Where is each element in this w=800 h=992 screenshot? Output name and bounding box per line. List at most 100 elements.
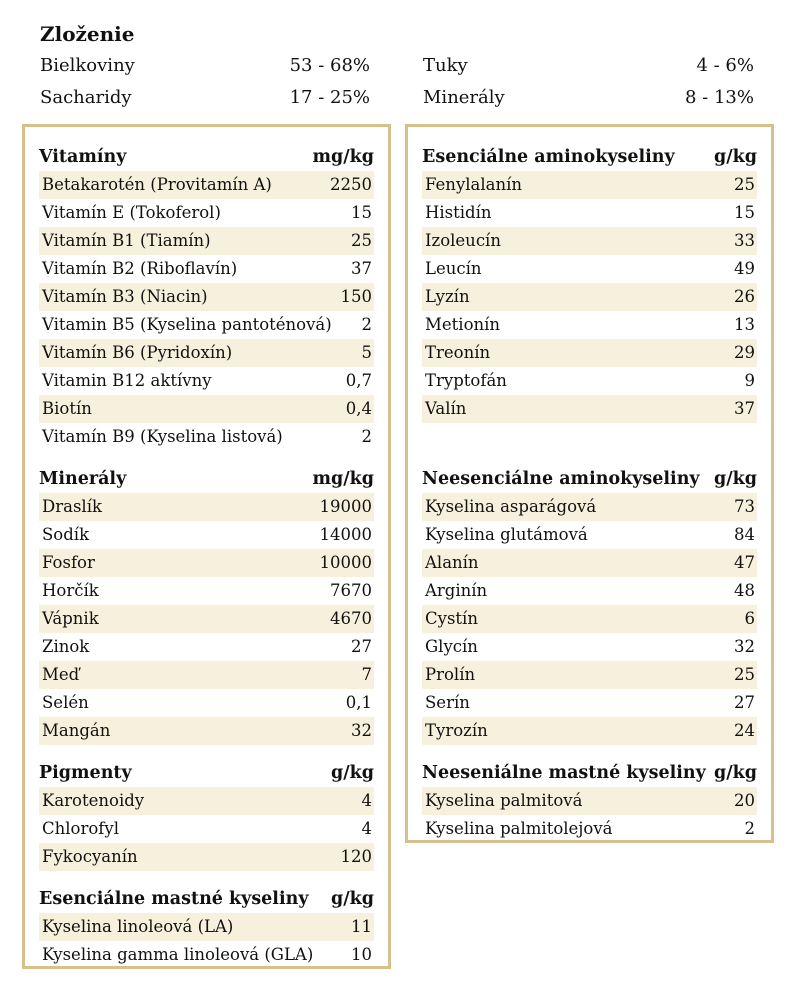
row-label: Tryptofán (425, 371, 507, 390)
table-row: Biotín 0,4 (39, 395, 374, 423)
row-value: 84 (734, 525, 755, 544)
table-row: Kyselina linoleová (LA) 11 (39, 913, 374, 941)
row-label: Meď (42, 665, 80, 684)
row-label: Biotín (42, 399, 92, 418)
table-row: Kyselina palmitolejová 2 (422, 815, 757, 843)
section-unit: g/kg (714, 469, 757, 489)
row-value: 27 (351, 637, 372, 656)
row-label: Kyselina palmitová (425, 791, 583, 810)
row-value: 25 (734, 665, 755, 684)
table-row: Izoleucín 33 (422, 227, 757, 255)
table-row: Vitamin B5 (Kyselina pantoténová) 2 (39, 311, 374, 339)
row-value: 4 (361, 819, 373, 838)
table-row: Prolín 25 (422, 661, 757, 689)
row-label: Serín (425, 693, 470, 712)
row-label: Leucín (425, 259, 482, 278)
table-row: Histidín 15 (422, 199, 757, 227)
row-value: 37 (734, 399, 755, 418)
composition-label: Minerály (423, 87, 505, 108)
section-header: Neesenciálne aminokyseliny g/kg (422, 465, 757, 493)
table-row: Kyselina palmitová 20 (422, 787, 757, 815)
row-label: Kyselina linoleová (LA) (42, 917, 234, 936)
left-panel: Vitamíny mg/kg Betakarotén (Provitamín A) 2… (22, 124, 391, 969)
row-label: Vitamín B6 (Pyridoxín) (42, 343, 233, 362)
table-row: Kyselina asparágová 73 (422, 493, 757, 521)
row-label: Kyselina glutámová (425, 525, 588, 544)
row-value: 2 (361, 315, 373, 334)
row-value: 32 (351, 721, 372, 740)
row-value: 15 (351, 203, 372, 222)
row-label: Draslík (42, 497, 102, 516)
row-value: 47 (734, 553, 755, 572)
row-value: 13 (734, 315, 755, 334)
composition-row: Bielkoviny 53 - 68% (40, 50, 370, 82)
section-unit: g/kg (331, 889, 374, 909)
section-unit: g/kg (331, 763, 374, 783)
table-row: Mangán 32 (39, 717, 374, 745)
row-spacer (422, 423, 757, 451)
row-label: Vitamín B1 (Tiamín) (42, 231, 211, 250)
section-rows: Kyselina asparágová 73 Kyselina glutámová 8… (422, 493, 757, 745)
table-row: Glycín 32 (422, 633, 757, 661)
section-rows: Draslík 19000 Sodík 14000 Fosfor 10000 Horčík 7… (39, 493, 374, 745)
row-value: 7670 (330, 581, 372, 600)
table-row: Vápnik 4670 (39, 605, 374, 633)
section-title: Neesenciálne aminokyseliny (422, 469, 700, 489)
row-value: 24 (734, 721, 755, 740)
row-value: 2250 (330, 175, 372, 194)
table-row: Tryptofán 9 (422, 367, 757, 395)
row-value: 2 (361, 427, 373, 446)
row-label: Tyrozín (425, 721, 488, 740)
section-header: Pigmenty g/kg (39, 759, 374, 787)
section-rows: Betakarotén (Provitamín A) 2250 Vitamín E … (39, 171, 374, 451)
table-row: Horčík 7670 (39, 577, 374, 605)
row-label: Vitamin B5 (Kyselina pantoténová) (42, 315, 332, 334)
table-row: Serín 27 (422, 689, 757, 717)
row-label: Valín (425, 399, 467, 418)
row-label: Kyselina gamma linoleová (GLA) (42, 945, 314, 964)
table-row: Leucín 49 (422, 255, 757, 283)
row-value: 5 (361, 343, 373, 362)
row-value: 0,4 (345, 399, 372, 418)
table-row: Vitamin B12 aktívny 0,7 (39, 367, 374, 395)
composition-label: Sacharidy (40, 87, 132, 108)
table-row: Meď 7 (39, 661, 374, 689)
section-header: Esenciálne mastné kyseliny g/kg (39, 885, 374, 913)
row-label: Fosfor (42, 553, 95, 572)
row-label: Vápnik (42, 609, 99, 628)
table-row: Chlorofyl 4 (39, 815, 374, 843)
row-value: 0,1 (345, 693, 372, 712)
row-value: 15 (734, 203, 755, 222)
row-label: Fykocyanín (42, 847, 138, 866)
row-value: 10000 (319, 553, 373, 572)
row-value: 48 (734, 581, 755, 600)
row-label: Kyselina palmitolejová (425, 819, 613, 838)
row-value: 9 (744, 371, 756, 390)
row-value: 25 (351, 231, 372, 250)
table-row: Karotenoidy 4 (39, 787, 374, 815)
row-label: Alanín (425, 553, 479, 572)
section-title: Minerály (39, 469, 127, 489)
row-label: Karotenoidy (42, 791, 145, 810)
row-value: 29 (734, 343, 755, 362)
right-panel: Esenciálne aminokyseliny g/kg Fenylalanín 2… (405, 124, 774, 843)
table-row: Vitamín B9 (Kyselina listová) 2 (39, 423, 374, 451)
row-value: 73 (734, 497, 755, 516)
row-value: 19000 (319, 497, 373, 516)
table-section: Esenciálne aminokyseliny g/kg Fenylalanín 2… (422, 143, 757, 451)
row-label: Metionín (425, 315, 501, 334)
page-title: Zloženie (40, 22, 135, 46)
composition-value: 4 - 6% (696, 55, 754, 76)
row-label: Mangán (42, 721, 111, 740)
row-label: Vitamín B9 (Kyselina listová) (42, 427, 283, 446)
row-label: Cystín (425, 609, 478, 628)
table-row: Kyselina glutámová 84 (422, 521, 757, 549)
section-title: Neeseniálne mastné kyseliny (422, 763, 706, 783)
row-value: 37 (351, 259, 372, 278)
row-value: 120 (340, 847, 373, 866)
table-row: Valín 37 (422, 395, 757, 423)
table-section: Minerály mg/kg Draslík 19000 Sodík 14000 Fosfo… (39, 465, 374, 745)
section-header: Minerály mg/kg (39, 465, 374, 493)
row-label: Glycín (425, 637, 478, 656)
table-row: Fykocyanín 120 (39, 843, 374, 871)
